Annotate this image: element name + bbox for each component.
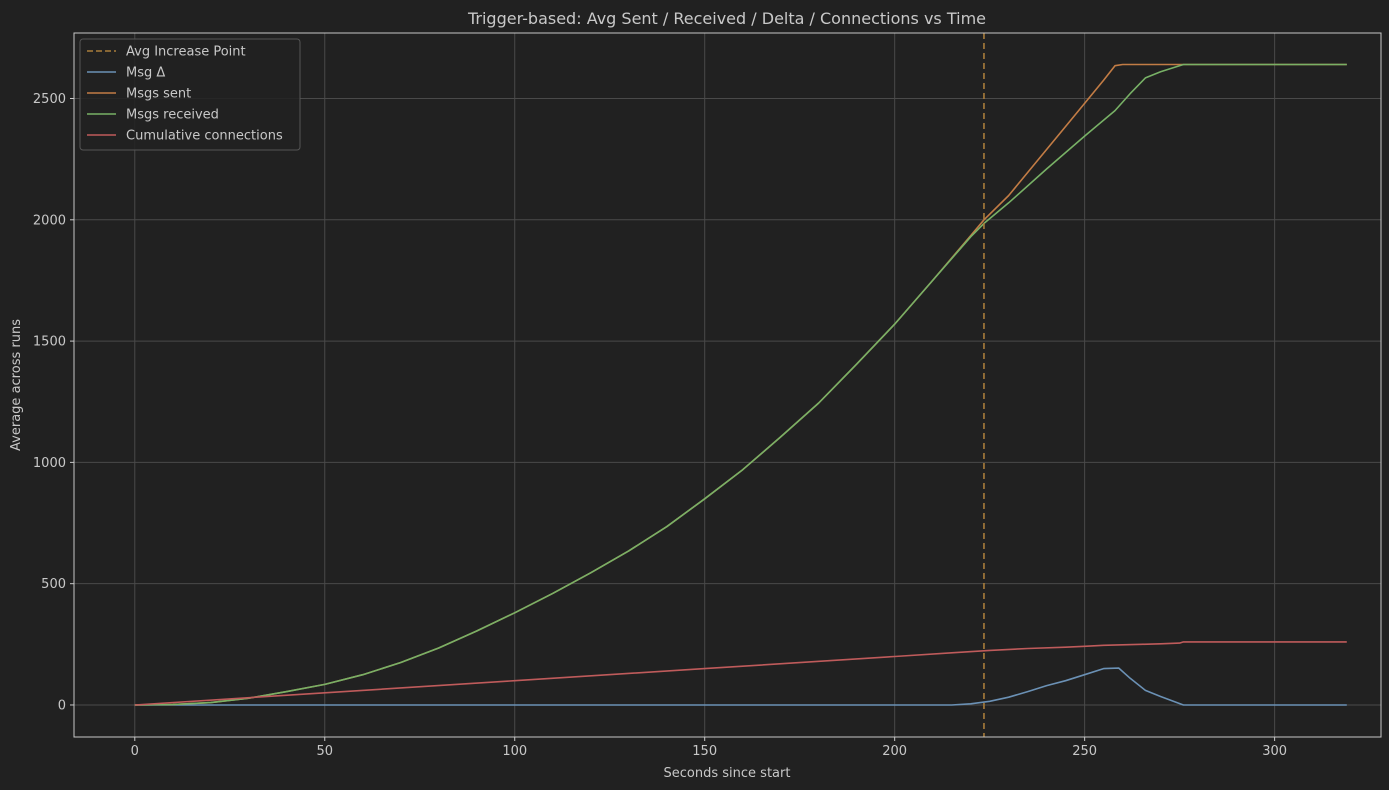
x-tick-label: 300 — [1262, 744, 1287, 759]
plot-frame — [73, 32, 1382, 738]
y-tick-label: 2000 — [33, 213, 66, 228]
y-axis-label: Average across runs — [9, 319, 24, 451]
legend-label: Cumulative connections — [126, 129, 283, 144]
y-tick-label: 1500 — [33, 335, 66, 350]
plot-lines — [134, 33, 1347, 737]
legend-label: Msgs sent — [126, 87, 191, 102]
legend-label: Msg Δ — [126, 66, 165, 81]
series-line — [134, 667, 1347, 706]
x-tick-label: 250 — [1072, 744, 1097, 759]
x-tick-label: 50 — [316, 744, 333, 759]
x-tick-label: 150 — [692, 744, 717, 759]
x-axis-ticks: 0 50 100 150 200 250 300 — [131, 737, 1287, 759]
legend-label: Msgs received — [126, 108, 219, 123]
y-tick-label: 0 — [58, 698, 66, 713]
y-axis-ticks: 0 500 1000 1500 2000 2500 — [33, 92, 74, 713]
y-tick-label: 2500 — [33, 92, 66, 107]
legend-box — [79, 38, 301, 151]
chart-title: Trigger-based: Avg Sent / Received / Del… — [467, 9, 986, 28]
legend: Avg Increase Point Msg Δ Msgs sent Msgs rec… — [79, 38, 301, 151]
series-line — [134, 63, 1347, 706]
series-line — [134, 641, 1347, 706]
x-tick-label: 0 — [131, 744, 139, 759]
y-tick-label: 1000 — [33, 456, 66, 471]
x-tick-label: 200 — [882, 744, 907, 759]
y-tick-label: 500 — [41, 577, 66, 592]
x-axis-label: Seconds since start — [664, 766, 791, 781]
x-tick-label: 100 — [502, 744, 527, 759]
legend-label: Avg Increase Point — [126, 45, 246, 60]
